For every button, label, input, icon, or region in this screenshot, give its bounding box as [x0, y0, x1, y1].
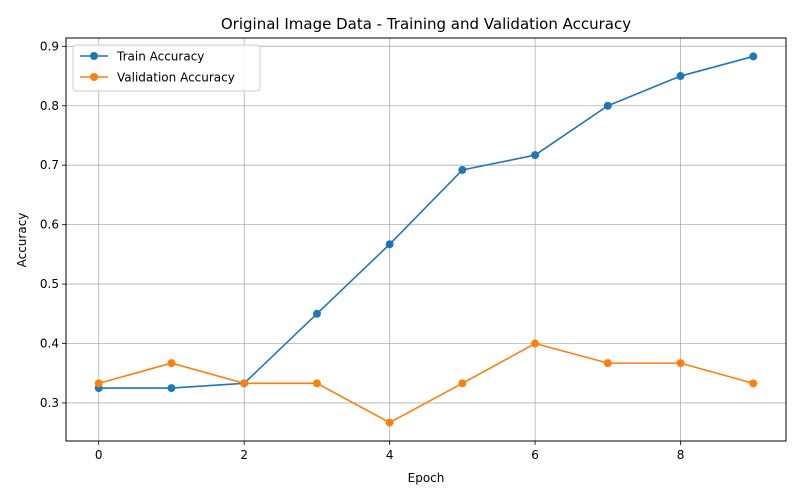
legend-box — [72, 44, 261, 92]
validation-accuracy-point — [749, 379, 758, 388]
validation-accuracy-point — [676, 359, 685, 368]
chart-title: Original Image Data - Training and Valid… — [221, 15, 631, 33]
x-tick-label: 6 — [531, 448, 539, 462]
y-tick-label: 0.9 — [40, 39, 59, 53]
y-tick-label: 0.4 — [40, 337, 59, 351]
validation-accuracy-point — [458, 379, 467, 388]
legend-marker-validation-accuracy — [90, 73, 98, 81]
train-accuracy-point — [385, 240, 394, 249]
validation-accuracy-line — [98, 342, 754, 424]
x-tick-label: 8 — [677, 448, 685, 462]
x-tick-label: 4 — [386, 448, 394, 462]
train-accuracy-point — [603, 101, 612, 110]
series-layer — [94, 52, 758, 427]
validation-accuracy-point — [312, 379, 321, 388]
validation-accuracy-point — [240, 379, 249, 388]
train-accuracy-point — [749, 52, 758, 61]
y-axis-ticks: 0.3 0.4 0.5 0.6 0.7 0.8 0.9 — [40, 39, 66, 410]
validation-accuracy-point — [603, 359, 612, 368]
y-tick-label: 0.3 — [40, 396, 59, 410]
validation-accuracy-point — [94, 379, 103, 388]
legend-items: Train Accuracy Validation Accuracy — [80, 50, 235, 85]
validation-accuracy-point — [167, 359, 176, 368]
train-accuracy-point — [167, 384, 176, 393]
y-tick-label: 0.5 — [40, 277, 59, 291]
x-axis-ticks: 0 2 4 6 8 — [95, 441, 684, 462]
x-tick-label: 2 — [240, 448, 248, 462]
validation-accuracy-point — [531, 339, 540, 348]
legend-label-validation-accuracy: Validation Accuracy — [117, 71, 235, 85]
train-accuracy-line — [98, 55, 754, 389]
y-tick-label: 0.6 — [40, 218, 59, 232]
legend-marker-train-accuracy — [90, 52, 98, 60]
train-accuracy-point — [312, 309, 321, 318]
train-accuracy-point — [458, 165, 467, 174]
legend-label-train-accuracy: Train Accuracy — [116, 50, 204, 64]
y-tick-label: 0.7 — [40, 158, 59, 172]
train-accuracy-point — [531, 151, 540, 160]
plot-frame — [65, 37, 787, 442]
y-axis-label: Accuracy — [15, 213, 29, 268]
x-axis-label: Epoch — [408, 471, 445, 485]
y-tick-label: 0.8 — [40, 99, 59, 113]
x-tick-label: 0 — [95, 448, 103, 462]
chart-legend: Train Accuracy Validation Accuracy — [72, 44, 261, 92]
train-accuracy-point — [676, 72, 685, 81]
validation-accuracy-point — [385, 418, 394, 427]
grid-layer — [66, 38, 786, 441]
